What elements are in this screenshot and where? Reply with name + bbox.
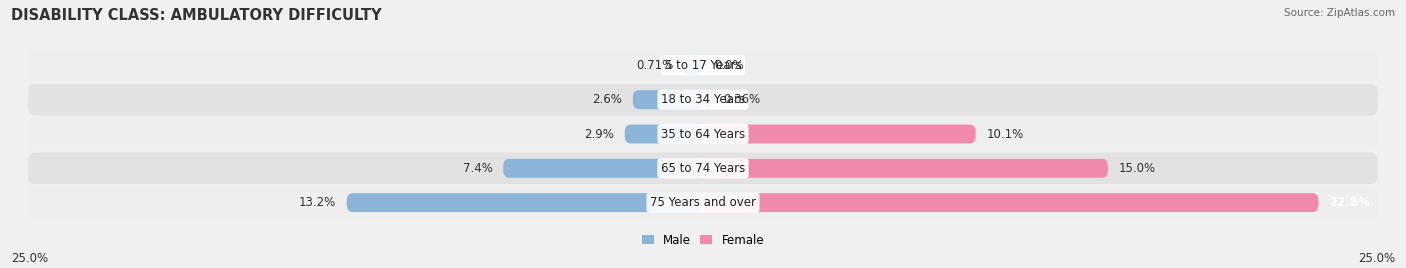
Text: 18 to 34 Years: 18 to 34 Years (661, 93, 745, 106)
Text: 0.71%: 0.71% (636, 59, 673, 72)
Text: 5 to 17 Years: 5 to 17 Years (665, 59, 741, 72)
FancyBboxPatch shape (347, 193, 703, 212)
Legend: Male, Female: Male, Female (637, 229, 769, 252)
Text: 2.6%: 2.6% (592, 93, 621, 106)
Text: 13.2%: 13.2% (298, 196, 336, 209)
Text: 0.0%: 0.0% (714, 59, 744, 72)
Text: 35 to 64 Years: 35 to 64 Years (661, 128, 745, 140)
Text: 65 to 74 Years: 65 to 74 Years (661, 162, 745, 175)
Text: 0.36%: 0.36% (724, 93, 761, 106)
Text: DISABILITY CLASS: AMBULATORY DIFFICULTY: DISABILITY CLASS: AMBULATORY DIFFICULTY (11, 8, 382, 23)
Text: 10.1%: 10.1% (987, 128, 1024, 140)
Text: 7.4%: 7.4% (463, 162, 492, 175)
Text: 75 Years and over: 75 Years and over (650, 196, 756, 209)
FancyBboxPatch shape (703, 193, 1319, 212)
Text: 2.9%: 2.9% (583, 128, 614, 140)
FancyBboxPatch shape (28, 118, 1378, 150)
Text: 25.0%: 25.0% (1358, 252, 1395, 265)
Text: Source: ZipAtlas.com: Source: ZipAtlas.com (1284, 8, 1395, 18)
FancyBboxPatch shape (703, 90, 713, 109)
FancyBboxPatch shape (683, 56, 703, 75)
FancyBboxPatch shape (703, 159, 1108, 178)
FancyBboxPatch shape (633, 90, 703, 109)
Text: 22.8%: 22.8% (1329, 196, 1369, 209)
FancyBboxPatch shape (28, 152, 1378, 184)
FancyBboxPatch shape (624, 125, 703, 143)
FancyBboxPatch shape (703, 125, 976, 143)
Text: 25.0%: 25.0% (11, 252, 48, 265)
FancyBboxPatch shape (28, 187, 1378, 218)
FancyBboxPatch shape (28, 50, 1378, 81)
FancyBboxPatch shape (503, 159, 703, 178)
FancyBboxPatch shape (28, 84, 1378, 116)
Text: 15.0%: 15.0% (1119, 162, 1156, 175)
